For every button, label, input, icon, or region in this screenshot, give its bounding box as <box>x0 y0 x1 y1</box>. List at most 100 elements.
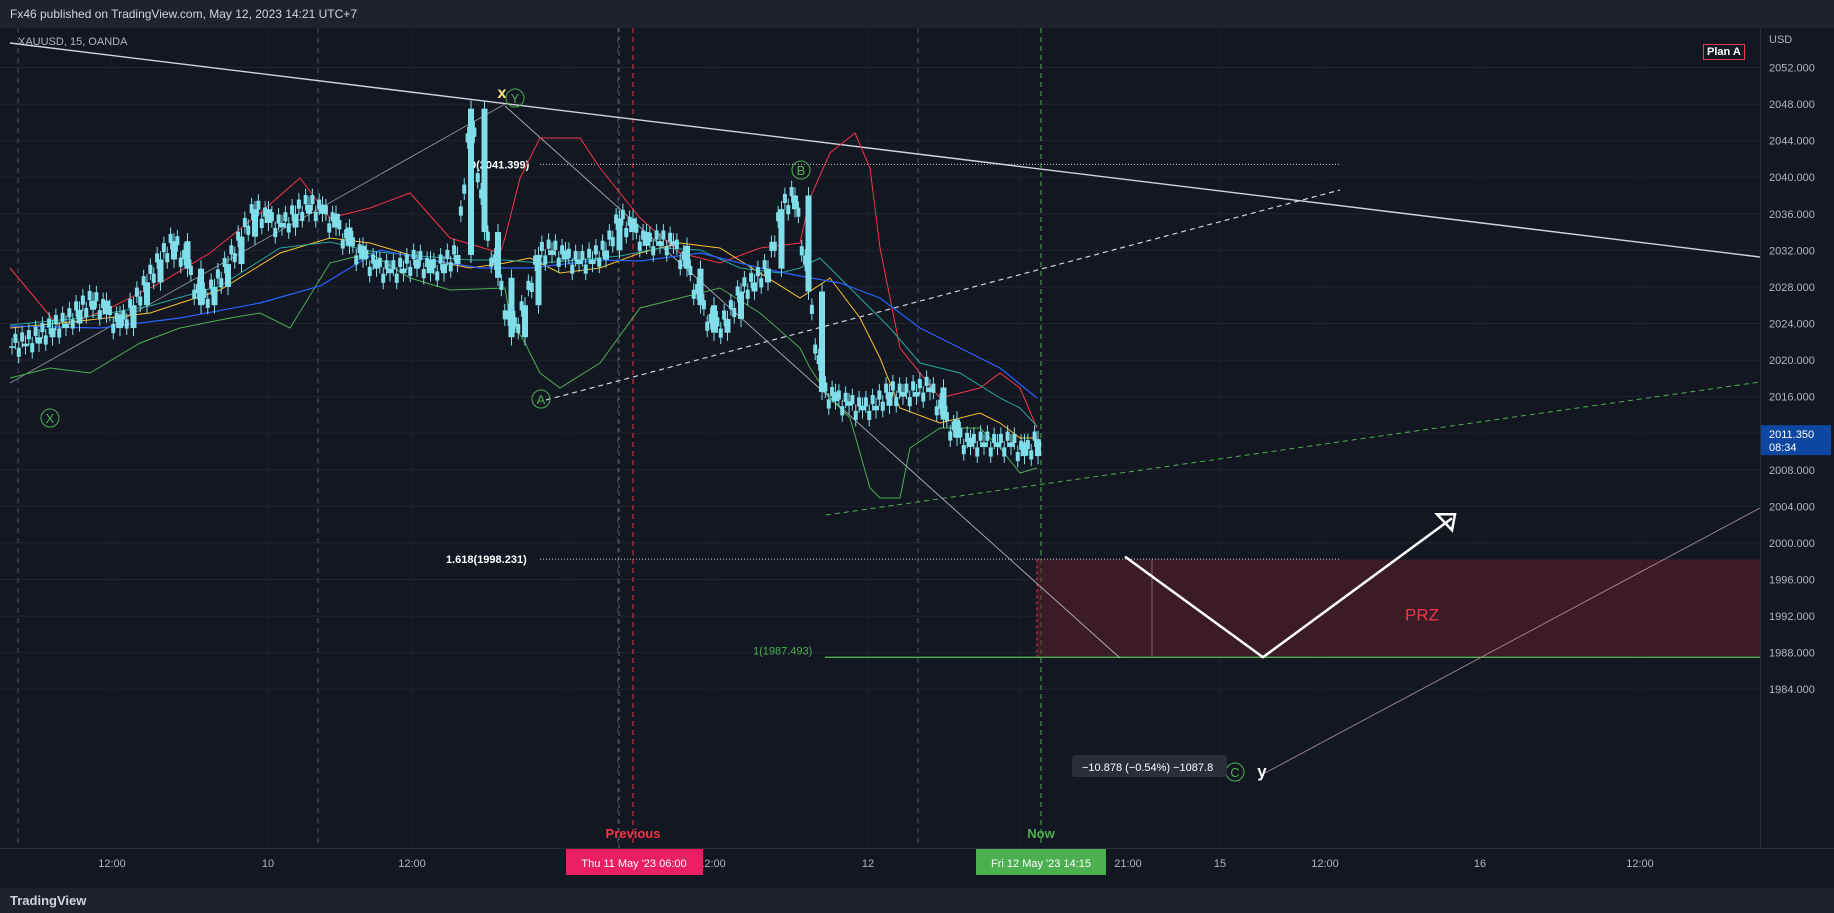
candle-body <box>60 312 65 322</box>
candle-body <box>589 259 596 265</box>
time-tick-label: 12:00 <box>1626 858 1654 870</box>
candle-body <box>715 317 720 327</box>
candle-body <box>971 433 976 444</box>
candle-body <box>924 376 929 386</box>
candle-body <box>394 273 399 283</box>
candle-body <box>481 108 488 233</box>
candle-body <box>516 323 521 334</box>
lower-band <box>9 252 1038 499</box>
candle-body <box>259 218 264 228</box>
price-chart[interactable]: PRZ 0(2041.399) 1.618(1998.231) 1(1987.493)… <box>0 28 1761 848</box>
candle-body <box>813 344 818 354</box>
candle-body <box>431 259 436 269</box>
candle-body <box>1029 450 1034 460</box>
candle-body <box>418 251 423 261</box>
candle-body <box>377 257 382 268</box>
candle-body <box>26 330 31 340</box>
candle-body <box>840 406 845 416</box>
candle-body <box>607 230 612 240</box>
candle-body <box>310 195 315 205</box>
candle-body <box>566 248 571 258</box>
candle-body <box>583 264 588 274</box>
candle-body <box>522 305 528 338</box>
candle-body <box>269 212 274 222</box>
price-tick-label: 2044.000 <box>1769 136 1815 148</box>
candle-body <box>475 173 480 183</box>
candle-body <box>319 204 326 214</box>
candle-body <box>778 209 785 269</box>
candle-body <box>16 347 21 357</box>
wave-label-c: C <box>1230 765 1239 780</box>
candle-body <box>499 280 504 290</box>
candle-body <box>870 395 875 405</box>
candle-body <box>512 317 517 327</box>
candle-body <box>47 318 52 328</box>
candle-body <box>553 240 558 250</box>
candle-body <box>533 255 538 265</box>
candle-body <box>344 229 349 239</box>
price-axis[interactable]: 2052.000 2048.000 2044.000 2040.000 2036.000… <box>1760 28 1834 848</box>
candle-body <box>205 298 210 308</box>
candle-body <box>20 332 25 342</box>
candle-body <box>161 243 166 253</box>
candle-body <box>219 278 224 288</box>
candle-body <box>616 218 623 251</box>
candle-body <box>711 305 717 333</box>
candle-body <box>576 259 582 265</box>
candle-body <box>333 213 339 228</box>
candle-body <box>211 286 218 306</box>
candle-body <box>438 254 443 264</box>
time-tick-label: 16 <box>1474 858 1486 870</box>
candle-body <box>580 251 585 261</box>
candle-body <box>904 383 909 393</box>
candle-body <box>641 230 646 240</box>
candle-body <box>53 315 58 325</box>
candle-body <box>306 204 312 214</box>
candle-body <box>535 254 542 306</box>
candle-body <box>988 447 993 457</box>
published-text: Fx46 published on TradingView.com, May 1… <box>10 7 357 21</box>
candle-body <box>427 259 434 274</box>
candle-body <box>985 431 990 441</box>
candle-body <box>944 412 949 422</box>
candle-body <box>300 211 305 222</box>
price-tick-label: 2008.000 <box>1769 465 1815 477</box>
candle-body <box>1002 447 1007 457</box>
candle-body <box>1035 439 1041 457</box>
chart-area[interactable]: PRZ 0(2041.399) 1.618(1998.231) 1(1987.493)… <box>0 28 1761 848</box>
candle-body <box>749 272 754 282</box>
candle-body <box>485 231 490 241</box>
time-axis[interactable]: 12:00 10 12:00 12:00 12 21:00 15 12:00 16 12:00 Th… <box>0 848 1834 889</box>
candle-body <box>404 254 409 264</box>
candle-body <box>43 335 48 345</box>
candle-body <box>543 255 548 265</box>
candle-body <box>732 307 737 318</box>
current-price-label: 2011.350 <box>1769 429 1814 441</box>
candle-body <box>850 395 855 405</box>
candle-body <box>647 232 652 242</box>
time-tick-label: 21:00 <box>1114 858 1142 870</box>
candle-body <box>836 390 841 400</box>
wave-label-y: Y <box>511 91 520 106</box>
candle-body <box>560 245 565 255</box>
candle-body <box>570 264 575 274</box>
candle-body <box>911 381 916 391</box>
candle-body <box>961 445 966 455</box>
candle-body <box>502 310 507 320</box>
candle-body <box>479 189 484 199</box>
candle-body <box>215 269 220 279</box>
countdown-label: 08:34 <box>1769 442 1797 454</box>
candle-body <box>900 392 906 397</box>
candle-body <box>705 321 710 331</box>
candle-body <box>630 218 636 233</box>
candle-body <box>934 406 939 416</box>
candle-body <box>877 390 882 400</box>
candle-body <box>138 296 143 306</box>
current-price-badge <box>1761 425 1831 456</box>
tradingview-logo[interactable]: TradingView <box>10 893 87 908</box>
candle-body <box>445 249 450 260</box>
candle-body <box>30 343 35 353</box>
candle-body <box>678 259 683 270</box>
symbol-label[interactable]: XAUUSD, 15, OANDA <box>18 36 128 48</box>
candle-body <box>130 305 137 329</box>
